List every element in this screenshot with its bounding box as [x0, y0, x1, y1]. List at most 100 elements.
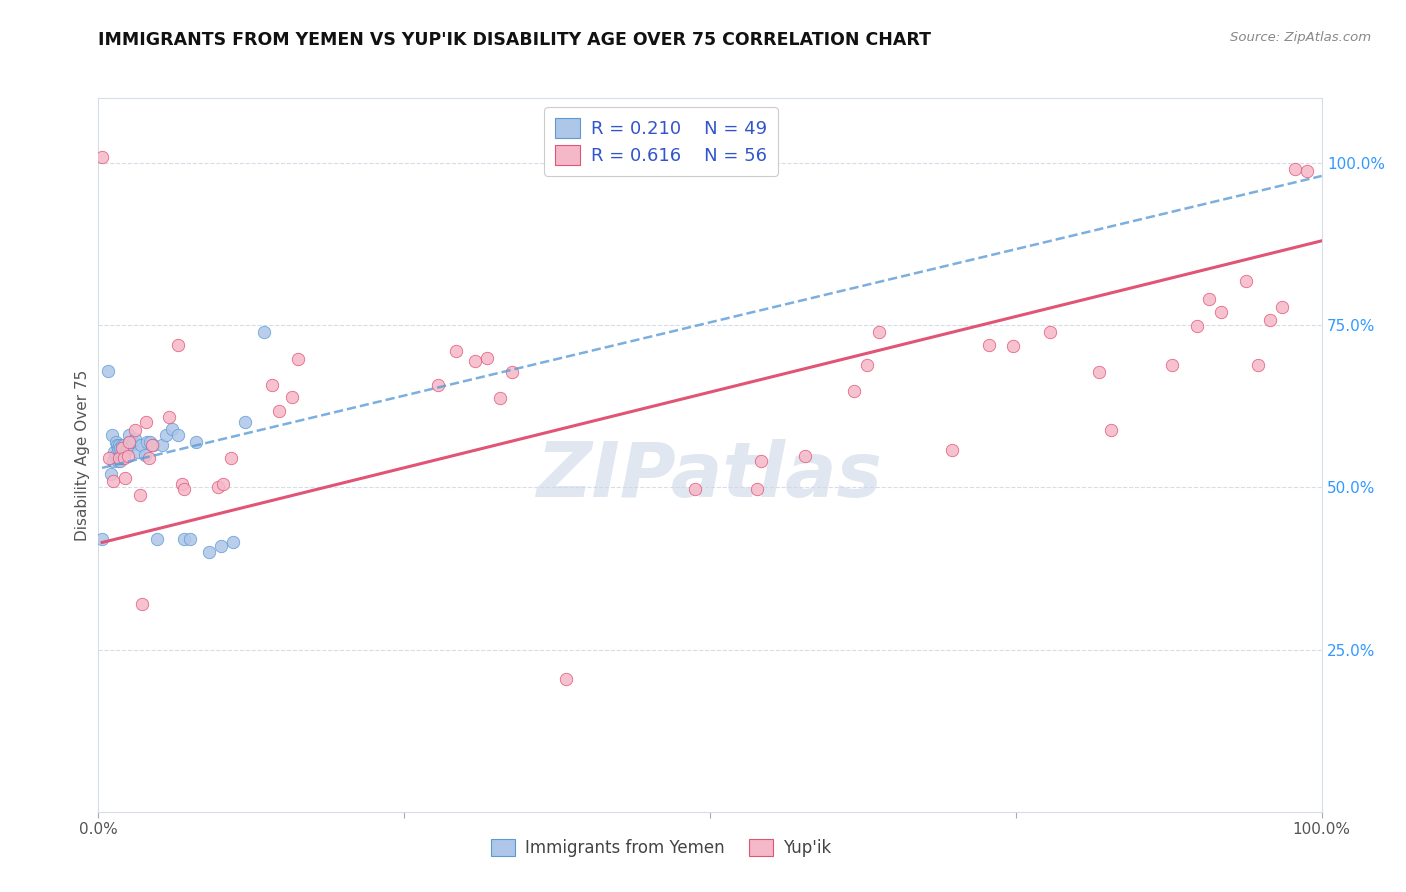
Point: [855, 359, 877, 373]
Point: [150, 438, 173, 452]
Point: [120, 434, 142, 449]
Point: [112, 438, 135, 452]
Point: [117, 438, 139, 452]
Point: [129, 438, 152, 452]
Point: [139, 434, 162, 449]
Point: [136, 434, 159, 449]
Text: ZIPatlas: ZIPatlas: [537, 440, 883, 513]
Point: [111, 448, 134, 462]
Point: [170, 477, 193, 491]
Point: [222, 535, 245, 549]
Point: [121, 434, 143, 449]
Point: [111, 442, 134, 456]
Point: [104, 448, 127, 462]
Point: [107, 442, 129, 456]
Point: [1258, 313, 1281, 327]
Point: [100, 467, 122, 482]
Point: [173, 533, 195, 547]
Point: [868, 325, 890, 339]
Point: [155, 428, 177, 442]
Point: [118, 428, 141, 442]
Point: [794, 449, 817, 463]
Point: [167, 428, 190, 442]
Point: [108, 438, 131, 452]
Point: [108, 451, 131, 466]
Point: [280, 390, 302, 404]
Point: [1198, 292, 1220, 306]
Point: [287, 351, 309, 366]
Point: [118, 434, 141, 449]
Point: [120, 438, 142, 452]
Text: Source: ZipAtlas.com: Source: ZipAtlas.com: [1230, 31, 1371, 45]
Point: [977, 337, 1000, 351]
Point: [501, 365, 523, 379]
Point: [167, 337, 190, 351]
Point: [209, 539, 232, 553]
Point: [91, 533, 114, 547]
Text: IMMIGRANTS FROM YEMEN VS YUP'IK DISABILITY AGE OVER 75 CORRELATION CHART: IMMIGRANTS FROM YEMEN VS YUP'IK DISABILI…: [98, 31, 931, 49]
Point: [262, 377, 284, 392]
Point: [103, 444, 125, 458]
Point: [1185, 319, 1208, 334]
Point: [1039, 325, 1062, 339]
Point: [1247, 359, 1270, 373]
Point: [233, 416, 256, 430]
Point: [110, 454, 132, 468]
Point: [212, 477, 235, 491]
Point: [124, 423, 146, 437]
Point: [114, 470, 136, 484]
Point: [477, 351, 499, 365]
Point: [135, 416, 157, 430]
Point: [941, 442, 963, 457]
Point: [252, 325, 274, 339]
Point: [141, 438, 163, 452]
Point: [751, 454, 773, 468]
Point: [444, 344, 467, 359]
Point: [173, 482, 195, 496]
Point: [138, 451, 160, 466]
Point: [1296, 163, 1319, 178]
Point: [105, 451, 128, 466]
Point: [179, 533, 201, 547]
Legend: Immigrants from Yemen, Yup'ik: Immigrants from Yemen, Yup'ik: [485, 832, 838, 864]
Point: [197, 545, 219, 559]
Point: [1002, 339, 1025, 353]
Point: [105, 438, 128, 452]
Point: [427, 377, 450, 392]
Point: [160, 422, 183, 436]
Point: [104, 434, 127, 449]
Y-axis label: Disability Age Over 75: Disability Age Over 75: [75, 369, 90, 541]
Point: [115, 442, 138, 456]
Point: [1161, 359, 1184, 373]
Point: [131, 597, 153, 611]
Point: [685, 482, 707, 496]
Point: [844, 384, 866, 399]
Point: [142, 438, 165, 452]
Point: [129, 488, 152, 502]
Point: [1088, 365, 1111, 379]
Point: [1271, 300, 1294, 314]
Point: [111, 451, 134, 466]
Point: [91, 149, 114, 163]
Point: [107, 454, 129, 468]
Point: [1211, 305, 1233, 319]
Point: [98, 451, 121, 466]
Point: [134, 448, 156, 462]
Point: [554, 672, 576, 686]
Point: [127, 444, 149, 458]
Point: [124, 432, 146, 446]
Point: [114, 444, 136, 458]
Point: [464, 354, 486, 368]
Point: [1284, 162, 1306, 177]
Point: [1099, 423, 1122, 437]
Point: [488, 391, 510, 405]
Point: [186, 434, 208, 449]
Point: [101, 454, 124, 468]
Point: [207, 480, 229, 494]
Point: [219, 451, 242, 466]
Point: [101, 428, 124, 442]
Point: [108, 451, 131, 466]
Point: [745, 482, 768, 496]
Point: [97, 363, 120, 377]
Point: [157, 410, 180, 425]
